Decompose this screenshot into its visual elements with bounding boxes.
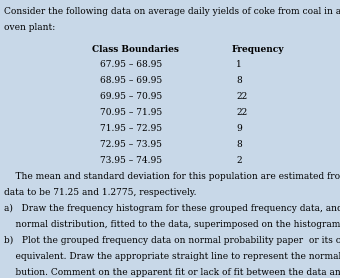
Text: The mean and standard deviation for this population are estimated from the: The mean and standard deviation for this… <box>4 172 340 181</box>
Text: bution. Comment on the apparent fit or lack of fit between the data and the: bution. Comment on the apparent fit or l… <box>4 268 340 277</box>
Text: normal distribution, fitted to the data, superimposed on the histogram.: normal distribution, fitted to the data,… <box>4 220 340 229</box>
Text: 2: 2 <box>236 157 242 165</box>
Text: Consider the following data on average daily yields of coke from coal in a coke: Consider the following data on average d… <box>4 7 340 16</box>
Text: 8: 8 <box>236 76 242 85</box>
Text: 68.95 – 69.95: 68.95 – 69.95 <box>100 76 163 85</box>
Text: 8: 8 <box>236 140 242 149</box>
Text: 71.95 – 72.95: 71.95 – 72.95 <box>100 125 163 133</box>
Text: Class Boundaries: Class Boundaries <box>92 44 179 53</box>
Text: 9: 9 <box>236 125 242 133</box>
Text: 70.95 – 71.95: 70.95 – 71.95 <box>100 108 163 117</box>
Text: b)   Plot the grouped frequency data on normal probability paper  or its compute: b) Plot the grouped frequency data on no… <box>4 236 340 245</box>
Text: 22: 22 <box>236 93 248 101</box>
Text: 1: 1 <box>236 61 242 70</box>
Text: 69.95 – 70.95: 69.95 – 70.95 <box>100 93 163 101</box>
Text: a)   Draw the frequency histogram for these grouped frequency data, and sketch a: a) Draw the frequency histogram for thes… <box>4 204 340 214</box>
Text: data to be 71.25 and 1.2775, respectively.: data to be 71.25 and 1.2775, respectivel… <box>4 188 197 197</box>
Text: oven plant:: oven plant: <box>4 23 56 32</box>
Text: 72.95 – 73.95: 72.95 – 73.95 <box>100 140 162 149</box>
Text: Frequency: Frequency <box>231 44 284 53</box>
Text: 22: 22 <box>236 108 248 117</box>
Text: 67.95 – 68.95: 67.95 – 68.95 <box>100 61 163 70</box>
Text: 73.95 – 74.95: 73.95 – 74.95 <box>100 157 163 165</box>
Text: equivalent. Draw the appropriate straight line to represent the normal distri-: equivalent. Draw the appropriate straigh… <box>4 252 340 261</box>
